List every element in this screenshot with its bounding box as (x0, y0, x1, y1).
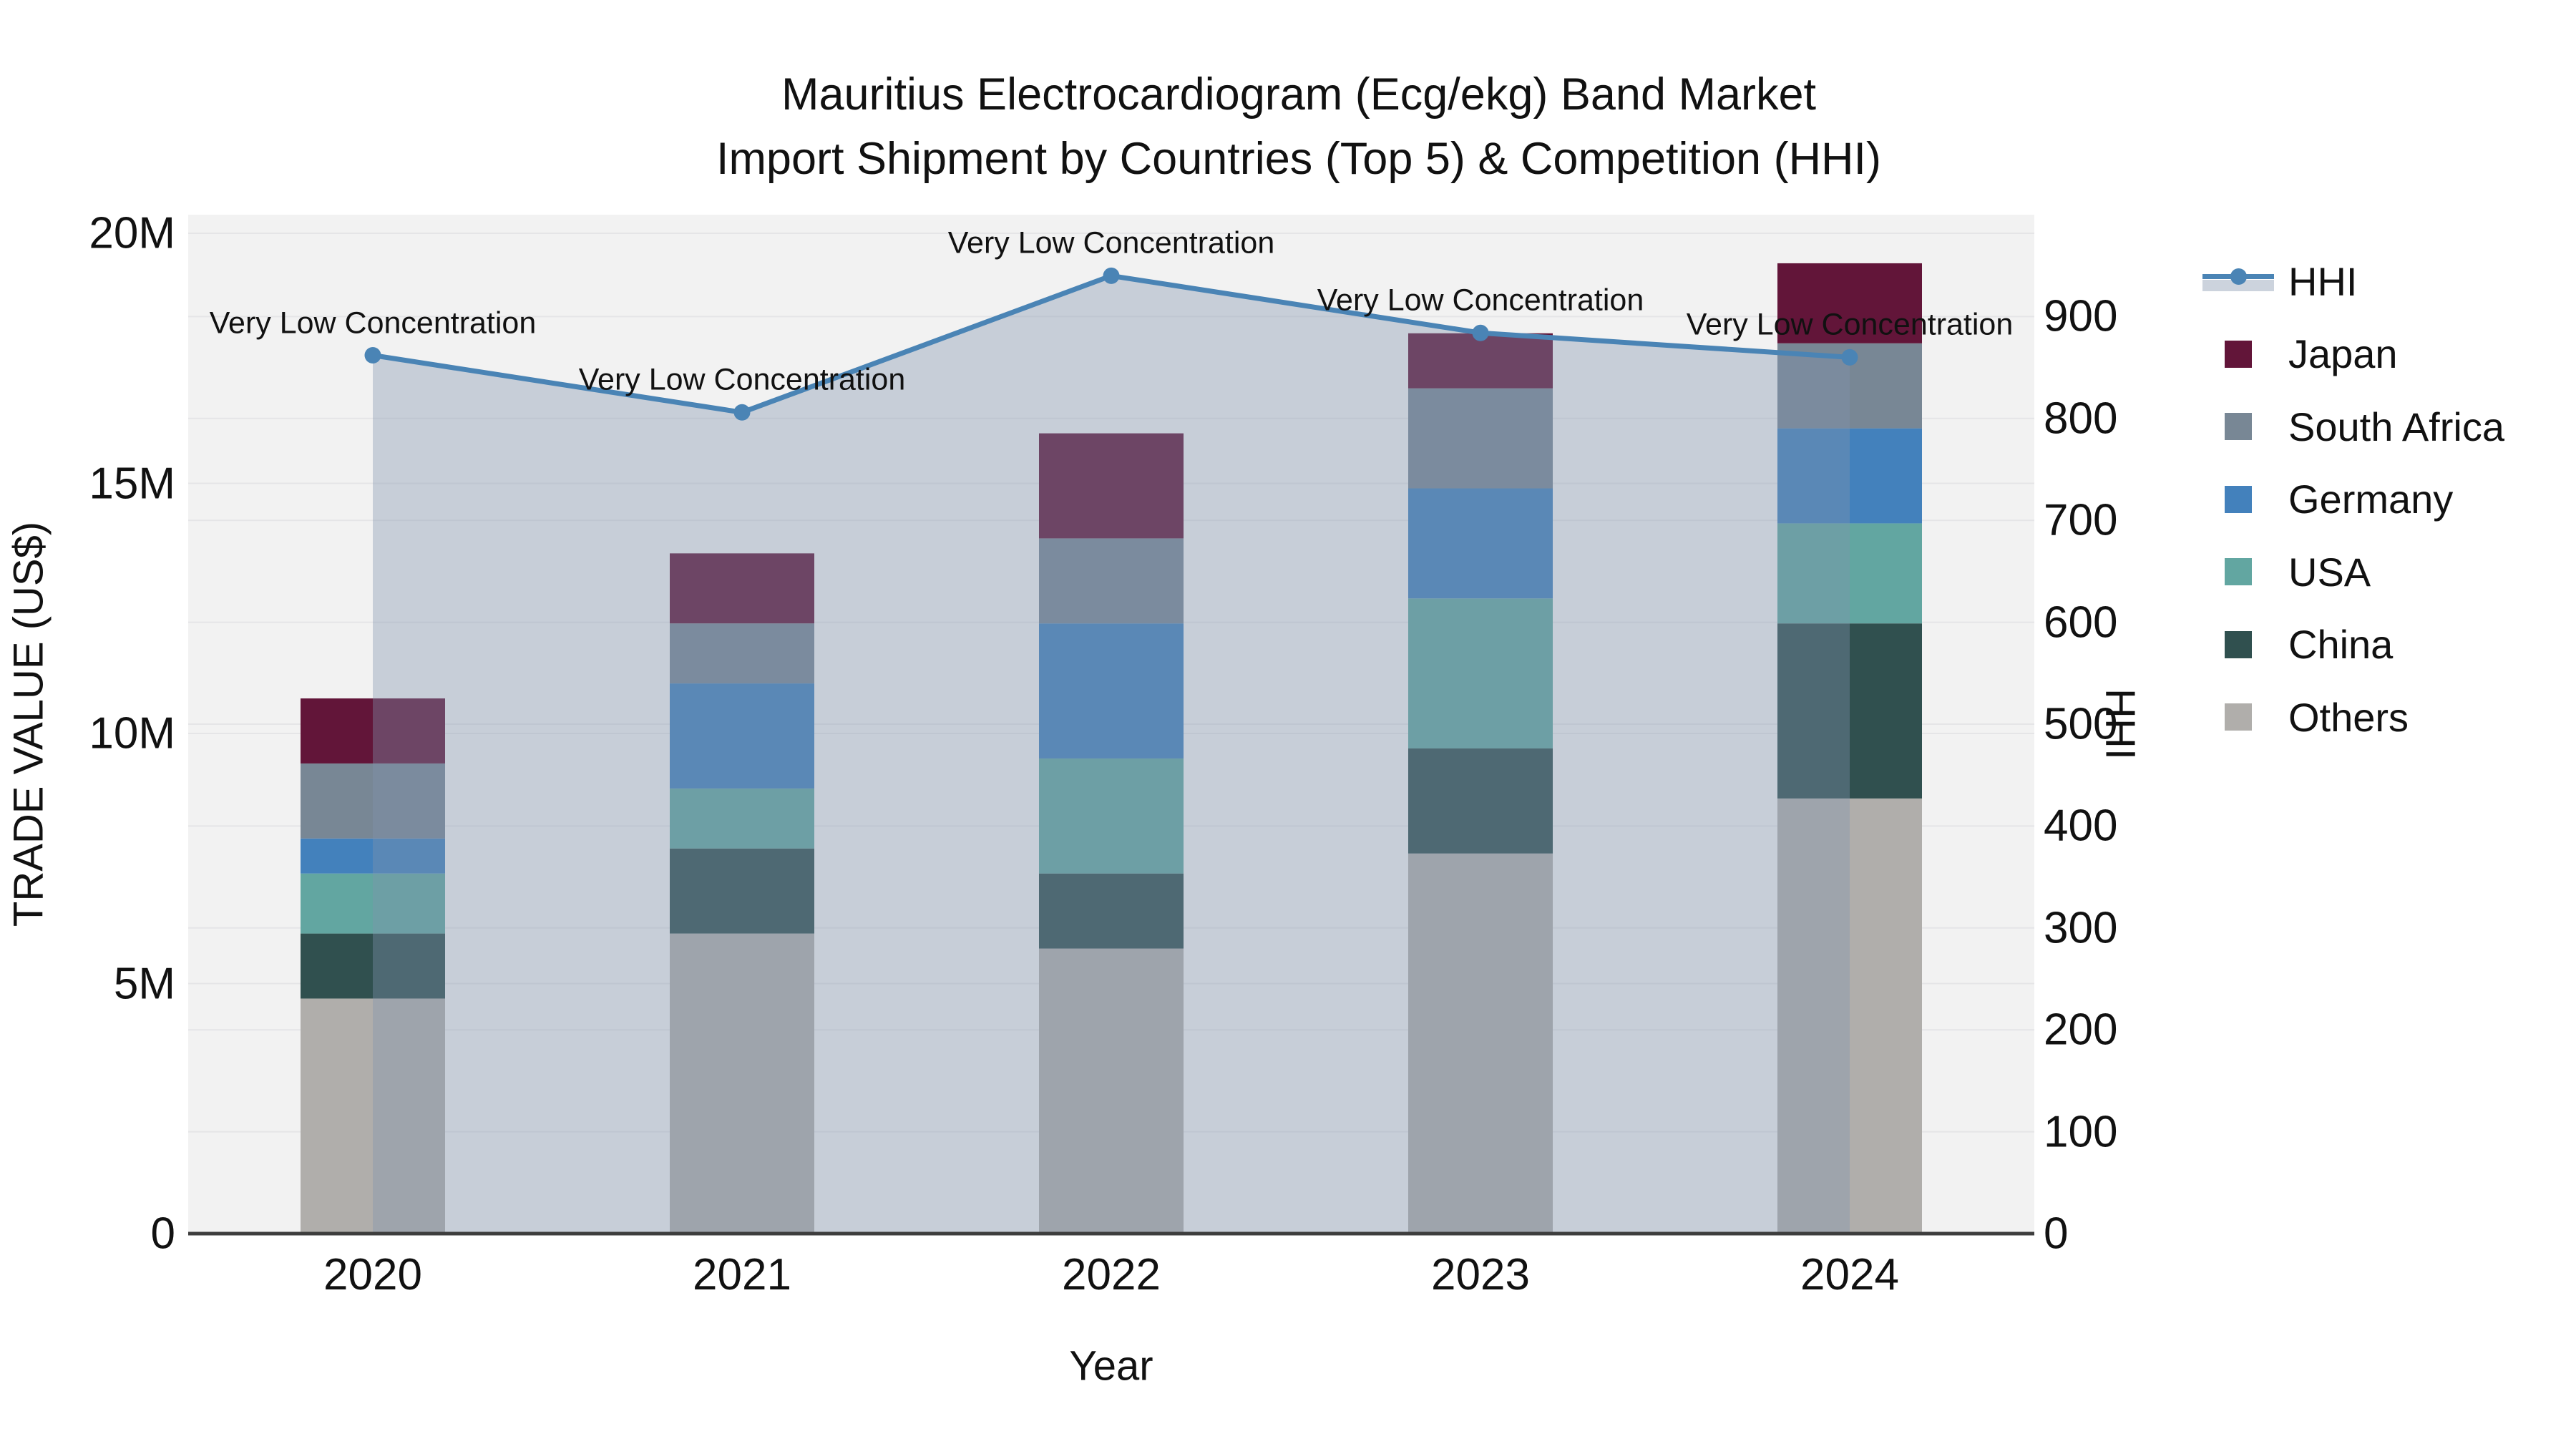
bar-segment-others-2020[interactable] (301, 998, 445, 1234)
x-tick-2020: 2020 (323, 1250, 422, 1299)
bar-segment-usa-2021[interactable] (670, 788, 814, 849)
legend-label: China (2288, 622, 2394, 667)
bar-segment-japan-2023[interactable] (1408, 333, 1553, 389)
bar-segment-south-africa-2022[interactable] (1039, 538, 1184, 624)
legend-color-swatch (2225, 485, 2252, 513)
legend-swatch (2202, 484, 2274, 515)
legend-label: South Africa (2288, 404, 2504, 449)
bar-segment-others-2021[interactable] (670, 933, 814, 1234)
x-tick-2022: 2022 (1062, 1250, 1161, 1299)
bar-segment-germany-2023[interactable] (1408, 488, 1553, 599)
bar-segment-germany-2020[interactable] (301, 838, 445, 874)
y-right-tick-500: 500 (2044, 699, 2118, 749)
bar-segment-others-2023[interactable] (1408, 853, 1553, 1234)
hhi-marker-2024[interactable] (1841, 348, 1858, 366)
legend-label: Japan (2288, 331, 2398, 376)
legend-item-japan[interactable]: Japan (2202, 329, 2398, 379)
y-left-tick-0: 0 (150, 1209, 175, 1259)
bar-segment-japan-2022[interactable] (1039, 433, 1184, 539)
legend-color-swatch (2225, 558, 2252, 585)
legend-fill-band (2202, 280, 2274, 291)
y-right-tick-300: 300 (2044, 903, 2118, 953)
hhi-annotation-2022: Very Low Concentration (947, 225, 1275, 260)
chart-title-line2: Import Shipment by Countries (Top 5) & C… (716, 134, 1882, 184)
legend-swatch (2202, 556, 2274, 587)
x-tick-2024: 2024 (1800, 1250, 1899, 1299)
x-tick-2021: 2021 (693, 1250, 791, 1299)
bar-segment-others-2024[interactable] (1777, 798, 1922, 1234)
bar-segment-china-2023[interactable] (1408, 748, 1553, 854)
y-axis-title-left: TRADE VALUE (US$) (5, 521, 52, 927)
legend-label: HHI (2288, 258, 2358, 304)
hhi-annotation-2023: Very Low Concentration (1317, 283, 1644, 318)
bar-segment-germany-2021[interactable] (670, 683, 814, 789)
y-right-tick-700: 700 (2044, 495, 2118, 545)
hhi-marker-2020[interactable] (364, 347, 381, 364)
bar-segment-china-2022[interactable] (1039, 873, 1184, 949)
bar-segment-japan-2024[interactable] (1777, 263, 1922, 343)
bar-segment-germany-2024[interactable] (1777, 428, 1922, 524)
bar-segment-others-2022[interactable] (1039, 948, 1184, 1234)
hhi-marker-2022[interactable] (1103, 267, 1120, 284)
legend-item-others[interactable]: Others (2202, 692, 2409, 742)
legend-color-swatch (2225, 703, 2252, 731)
y-right-tick-400: 400 (2044, 801, 2118, 851)
y-right-tick-200: 200 (2044, 1005, 2118, 1055)
bar-segment-china-2024[interactable] (1777, 623, 1922, 799)
bar-segment-usa-2023[interactable] (1408, 598, 1553, 748)
y-right-tick-600: 600 (2044, 597, 2118, 648)
hhi-marker-2021[interactable] (733, 404, 751, 421)
legend-item-germany[interactable]: Germany (2202, 474, 2453, 525)
legend-item-china[interactable]: China (2202, 620, 2393, 670)
legend-label: Germany (2288, 477, 2454, 522)
hhi-annotation-2024: Very Low Concentration (1686, 307, 2014, 342)
legend-marker-dot-icon (2230, 268, 2247, 285)
bar-segment-china-2020[interactable] (301, 933, 445, 999)
hhi-annotation-2020: Very Low Concentration (209, 306, 537, 340)
legend-swatch (2202, 701, 2274, 733)
legend-swatch (2202, 629, 2274, 660)
x-axis-title: Year (1069, 1342, 1153, 1390)
bar-segment-south-africa-2021[interactable] (670, 623, 814, 684)
legend-item-usa[interactable]: USA (2202, 547, 2371, 597)
legend-line-sample (2202, 265, 2274, 297)
y-right-tick-900: 900 (2044, 291, 2118, 341)
legend-label: USA (2288, 549, 2371, 595)
legend-color-swatch (2225, 413, 2252, 440)
legend-color-swatch (2225, 630, 2252, 658)
bar-segment-south-africa-2020[interactable] (301, 763, 445, 839)
bar-segment-germany-2022[interactable] (1039, 623, 1184, 758)
legend-swatch (2202, 338, 2274, 370)
bar-segment-china-2021[interactable] (670, 848, 814, 934)
y-axis-title-right: HHI (2097, 688, 2144, 760)
hhi-marker-2023[interactable] (1472, 324, 1489, 341)
y-left-tick-5M: 5M (113, 959, 175, 1008)
bar-segment-japan-2021[interactable] (670, 553, 814, 624)
y-right-tick-0: 0 (2044, 1209, 2069, 1259)
bar-segment-japan-2020[interactable] (301, 698, 445, 763)
y-left-tick-15M: 15M (89, 459, 175, 508)
bar-segment-usa-2024[interactable] (1777, 523, 1922, 624)
legend-label: Others (2288, 694, 2409, 740)
y-right-tick-100: 100 (2044, 1107, 2118, 1157)
legend-item-hhi[interactable]: HHI (2202, 256, 2357, 306)
hhi-annotation-2021: Very Low Concentration (578, 362, 906, 397)
x-tick-2023: 2023 (1431, 1250, 1530, 1299)
legend-swatch (2202, 411, 2274, 442)
legend-item-south-africa[interactable]: South Africa (2202, 401, 2504, 452)
bar-segment-south-africa-2023[interactable] (1408, 388, 1553, 489)
legend-color-swatch (2225, 340, 2252, 368)
y-left-tick-10M: 10M (89, 708, 175, 758)
bar-segment-usa-2020[interactable] (301, 873, 445, 934)
hhi-area-fill (373, 275, 1850, 1234)
chart-title-line1: Mauritius Electrocardiogram (Ecg/ekg) Ba… (781, 69, 1817, 119)
bar-segment-usa-2022[interactable] (1039, 758, 1184, 874)
y-left-tick-20M: 20M (89, 208, 175, 258)
y-right-tick-800: 800 (2044, 394, 2118, 444)
